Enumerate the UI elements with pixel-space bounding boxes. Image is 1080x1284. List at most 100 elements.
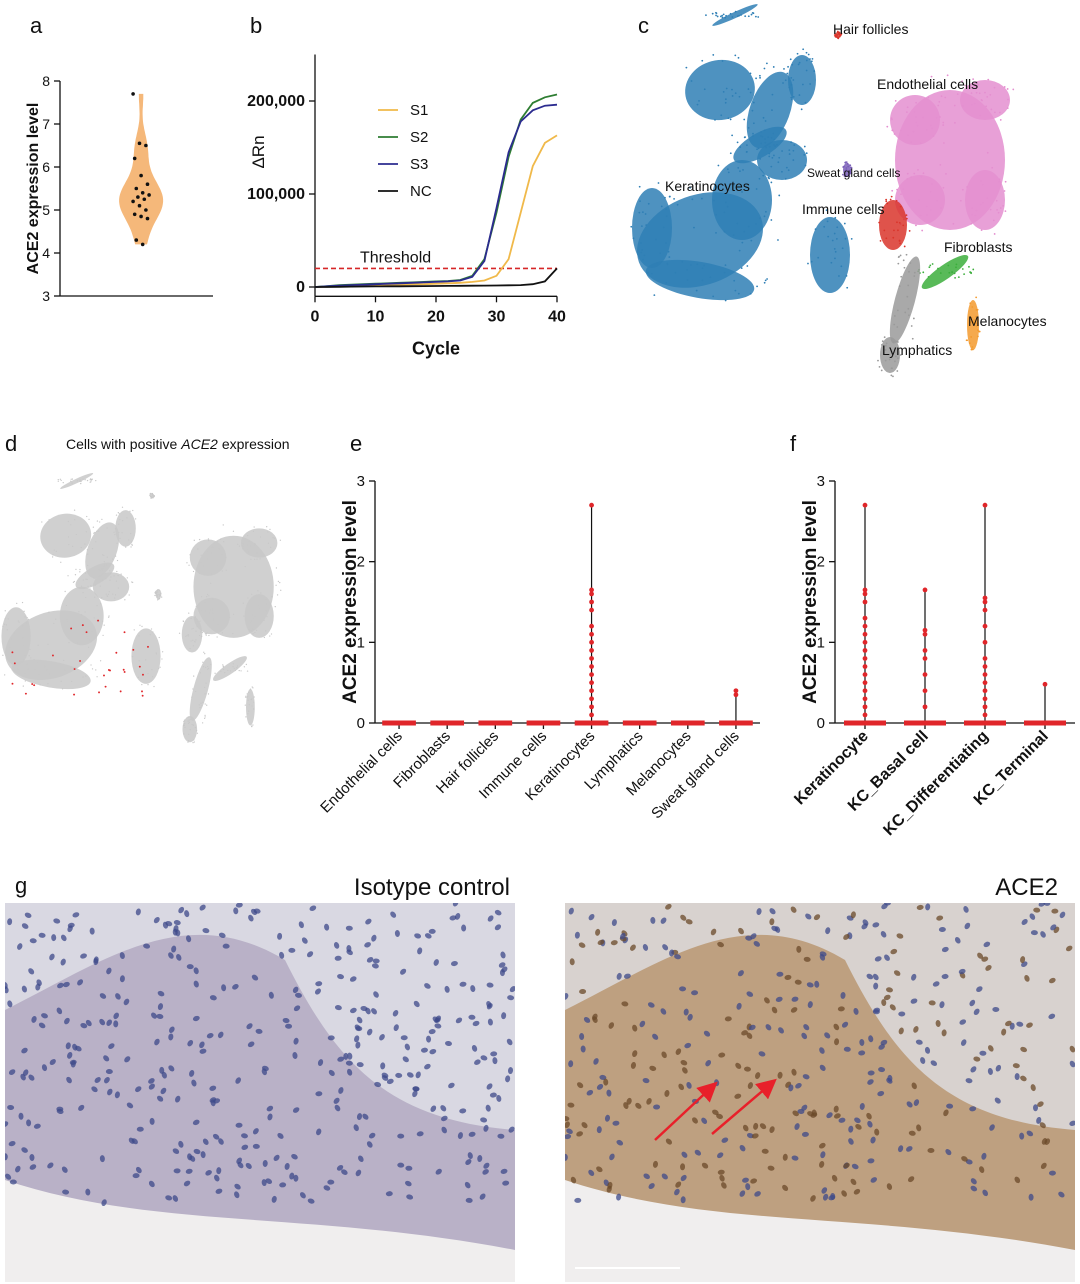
nucleus: [822, 1193, 829, 1201]
nucleus: [970, 1066, 977, 1073]
cell-dot: [1003, 86, 1006, 88]
data-point: [139, 214, 143, 219]
nucleus: [701, 1162, 709, 1169]
nucleus: [872, 1009, 880, 1015]
nucleus: [426, 1035, 432, 1043]
cell-dot: [60, 479, 62, 482]
cell-dot: [980, 180, 982, 182]
nucleus: [1020, 1046, 1028, 1053]
data-point: [982, 599, 988, 605]
cell-dot: [913, 271, 916, 274]
cell-dot: [128, 539, 130, 541]
cell-dot: [810, 60, 813, 63]
cell-dot: [912, 130, 915, 133]
data-point: [862, 672, 868, 677]
positive-cell: [123, 671, 126, 673]
cell-dot: [67, 575, 69, 577]
nucleus: [1051, 908, 1059, 914]
nucleus: [404, 1043, 411, 1051]
cell-dot: [103, 554, 105, 557]
nucleus: [652, 1160, 658, 1168]
nucleus: [156, 1095, 164, 1102]
nucleus: [880, 1039, 888, 1046]
cell-dot: [724, 16, 727, 19]
cell-dot: [194, 640, 196, 643]
cell-dot: [106, 595, 109, 598]
cell-dot: [782, 82, 784, 84]
data-point: [982, 704, 988, 710]
nucleus: [247, 1041, 255, 1048]
cell-dot: [232, 666, 234, 668]
cell-dot: [116, 542, 118, 544]
nucleus: [969, 1106, 977, 1112]
nucleus: [718, 1052, 726, 1058]
cell-dot: [82, 676, 84, 678]
nucleus: [859, 1038, 865, 1046]
cell-dot: [216, 636, 218, 638]
cell-dot: [905, 217, 908, 220]
cell-dot: [953, 272, 956, 275]
cell-dot: [920, 175, 923, 178]
data-point: [589, 599, 594, 605]
cell-dot: [791, 63, 794, 66]
nucleus: [186, 935, 192, 943]
cell-dot: [731, 88, 733, 91]
cell-dot: [759, 157, 762, 160]
positive-cell: [13, 662, 16, 665]
nucleus: [60, 934, 67, 942]
cell-dot: [74, 574, 77, 576]
cell-dot: [975, 324, 978, 327]
nucleus: [459, 1108, 467, 1114]
nucleus: [612, 1120, 620, 1126]
cell-dot: [741, 241, 744, 244]
nucleus: [465, 1197, 473, 1203]
cell-dot: [208, 595, 210, 597]
nucleus: [788, 1084, 794, 1092]
cell-dot: [208, 612, 211, 614]
nucleus: [345, 925, 353, 931]
cell-dot: [834, 250, 837, 253]
nucleus: [639, 1020, 646, 1028]
nucleus: [199, 1041, 205, 1049]
cell-dot: [897, 262, 900, 265]
cell-dot: [101, 554, 104, 556]
cell-dot: [23, 610, 25, 612]
cell-dot: [39, 684, 41, 686]
cell-dot: [801, 83, 804, 86]
nucleus: [104, 1076, 110, 1084]
cell-dot: [202, 665, 205, 668]
y-tick-label: 3: [817, 473, 825, 490]
cell-dot: [80, 480, 82, 483]
nucleus: [80, 1022, 88, 1029]
nucleus: [210, 1099, 216, 1107]
cell-dot: [937, 267, 939, 270]
nucleus: [235, 903, 243, 908]
cell-dot: [221, 570, 223, 572]
nucleus: [1036, 1116, 1042, 1124]
cluster: [115, 510, 136, 547]
nucleus: [791, 1068, 797, 1076]
nucleus: [205, 1170, 212, 1176]
cell-dot: [834, 257, 836, 260]
zero-points: [1024, 720, 1066, 726]
y-axis-label: ACE2 expression level: [800, 500, 821, 704]
cell-dot: [280, 589, 282, 591]
cell-dot: [81, 660, 83, 663]
cell-dot: [253, 558, 256, 561]
nucleus: [994, 1097, 1001, 1104]
cell-dot: [895, 199, 898, 202]
cell-dot: [647, 271, 649, 274]
nucleus: [801, 1032, 808, 1040]
cell-dot: [883, 229, 886, 232]
cell-dot: [764, 279, 767, 282]
nucleus: [397, 1133, 405, 1139]
nucleus: [199, 904, 206, 911]
cell-dot: [188, 719, 190, 721]
cell-dot: [902, 259, 905, 262]
cell-dot: [995, 199, 998, 202]
cell-dot: [768, 145, 771, 148]
cell-dot: [792, 79, 795, 81]
nucleus: [569, 958, 575, 966]
nucleus: [22, 1069, 29, 1077]
cell-dot: [79, 479, 81, 481]
